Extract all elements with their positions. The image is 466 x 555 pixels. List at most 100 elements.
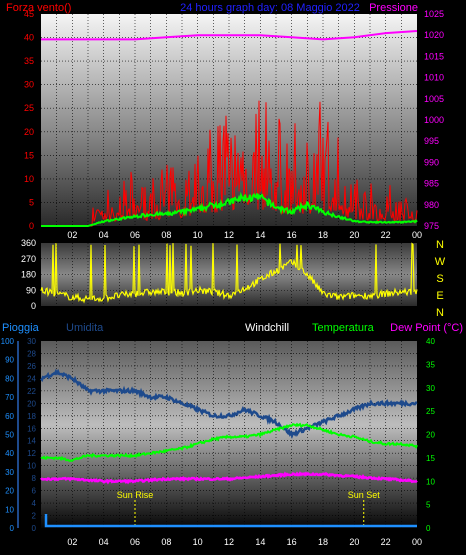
direction-tick-label: 0 [31, 301, 36, 311]
humidity-tick-label: 2 [32, 512, 37, 521]
wind-tick-label: 45 [24, 9, 34, 19]
compass-label: W [435, 256, 446, 268]
time-tick-label: 12 [224, 230, 234, 240]
wind-tick-label: 40 [24, 33, 34, 43]
wind-tick-label: 25 [24, 103, 34, 113]
time-tick-label: 18 [318, 537, 328, 547]
time-tick-label: 22 [381, 230, 391, 240]
temperature-tick-label: 25 [426, 407, 435, 416]
time-tick-label: 00 [412, 230, 422, 240]
direction-tick-label: 180 [21, 270, 36, 280]
humidity-tick-label: 26 [27, 362, 36, 371]
compass-label: E [436, 290, 443, 302]
time-tick-label: 12 [224, 537, 234, 547]
temperature-axis-ticks: 0 5 10 15 20 25 30 35 40 [426, 337, 435, 533]
humidity-tick-label: 16 [27, 424, 36, 433]
sun-rise-label: Sun Rise [117, 490, 154, 500]
sun-set-label: Sun Set [348, 490, 381, 500]
time-tick-label: 06 [130, 230, 140, 240]
direction-tick-label: 90 [26, 285, 36, 295]
temperature-tick-label: 15 [426, 454, 435, 463]
humidity-tick-label: 0 [32, 524, 37, 533]
rain-tick-label: 60 [5, 412, 14, 421]
wind-gust-line [41, 100, 418, 227]
time-tick-label: 10 [193, 230, 203, 240]
rain-tick-label: 30 [5, 468, 14, 477]
time-tick-label: 18 [318, 230, 328, 240]
time-tick-label: 00 [412, 537, 422, 547]
pressure-tick-label: 995 [424, 136, 439, 146]
pressure-tick-label: 985 [424, 179, 439, 189]
chart-title: 24 hours graph day: 08 Maggio 2022 [180, 2, 360, 14]
pressure-tick-label: 1000 [424, 115, 444, 125]
wind-tick-label: 15 [24, 150, 34, 160]
time-tick-label: 02 [67, 230, 77, 240]
time-tick-label: 14 [255, 537, 265, 547]
time-tick-label: 10 [193, 537, 203, 547]
rain-axis-title: Pioggia [2, 322, 40, 334]
rain-tick-label: 90 [5, 356, 14, 365]
humidity-tick-label: 30 [27, 337, 36, 346]
sun-markers: Sun Rise Sun Set [117, 490, 381, 526]
time-tick-label: 16 [287, 537, 297, 547]
wind-axis-ticks: 0 5 10 15 20 25 30 35 40 45 [24, 9, 34, 231]
rain-axis-ticks: 0 10 20 30 40 50 60 70 80 90 100 [1, 337, 15, 533]
wind-tick-label: 10 [24, 174, 34, 184]
wind-axis-title: Forza vento() [6, 2, 71, 14]
humidity-line [40, 368, 418, 440]
humidity-tick-label: 20 [27, 399, 36, 408]
pressure-tick-label: 1005 [424, 94, 444, 104]
rain-tick-label: 10 [5, 505, 14, 514]
humidity-tick-label: 18 [27, 412, 36, 421]
humidity-tick-label: 4 [32, 499, 37, 508]
pressure-axis-ticks: 975 980 985 990 995 1000 1005 1010 1015 1020 1025 [424, 9, 444, 231]
humidity-tick-label: 14 [27, 437, 36, 446]
humidity-axis-title: Umidita [66, 322, 104, 334]
direction-tick-label: 270 [21, 254, 36, 264]
humidity-tick-label: 22 [27, 387, 36, 396]
humidity-tick-label: 24 [27, 374, 36, 383]
dewpoint-axis-title: Dew Point (°C) [390, 322, 463, 334]
temperature-line [40, 422, 418, 463]
wind-direction-line [40, 242, 418, 304]
rain-tick-label: 80 [5, 374, 14, 383]
temperature-tick-label: 30 [426, 384, 435, 393]
wind-tick-label: 35 [24, 56, 34, 66]
wind-average-line [41, 191, 418, 227]
direction-axis-ticks: 0 90 180 270 360 [21, 238, 36, 311]
wind-tick-label: 30 [24, 80, 34, 90]
wind-tick-label: 5 [29, 197, 34, 207]
pressure-line [41, 30, 418, 41]
rain-tick-label: 40 [5, 449, 14, 458]
pressure-tick-label: 980 [424, 200, 439, 210]
pressure-tick-label: 1025 [424, 9, 444, 19]
pressure-tick-label: 1015 [424, 51, 444, 61]
pressure-axis-title: Pressione [369, 2, 418, 14]
humidity-tick-label: 6 [32, 487, 37, 496]
rain-tick-label: 50 [5, 431, 14, 440]
compass-label: S [436, 273, 443, 285]
humidity-tick-label: 10 [27, 462, 36, 471]
wind-tick-label: 0 [29, 221, 34, 231]
time-tick-label: 04 [99, 230, 109, 240]
time-tick-label: 16 [287, 230, 297, 240]
wind-pressure-series [41, 30, 418, 227]
temperature-tick-label: 5 [426, 501, 431, 510]
time-tick-label: 22 [381, 537, 391, 547]
pressure-tick-label: 1020 [424, 30, 444, 40]
humidity-tick-label: 28 [27, 349, 36, 358]
time-tick-label: 20 [349, 537, 359, 547]
pressure-tick-label: 975 [424, 221, 439, 231]
time-tick-label: 02 [67, 537, 77, 547]
temperature-tick-label: 0 [426, 524, 431, 533]
direction-tick-label: 360 [21, 238, 36, 248]
pressure-tick-label: 990 [424, 157, 439, 167]
time-axis-ticks-3: 02 04 06 08 10 12 14 16 18 20 22 00 [67, 537, 422, 547]
rain-tick-label: 70 [5, 393, 14, 402]
time-axis-ticks-1: 02 04 06 08 10 12 14 16 18 20 22 00 [67, 230, 422, 240]
temperature-tick-label: 40 [426, 337, 435, 346]
